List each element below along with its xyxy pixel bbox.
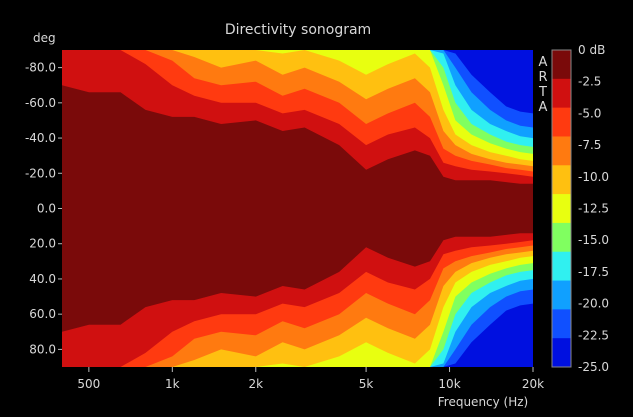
colorbar-label: -12.5 <box>578 202 609 216</box>
colorbar-label: -22.5 <box>578 328 609 342</box>
colorbar-label: -17.5 <box>578 265 609 279</box>
y-tick-label: 20.0 <box>29 237 56 251</box>
y-tick-label: -40.0 <box>25 131 56 145</box>
x-tick-label: 5k <box>359 377 374 391</box>
colorbar-label: -7.5 <box>578 138 601 152</box>
colorbar: 0 dB -2.5 -5.0 -7.5 -10.0 -12.5 -15.0 -17.5 -20.… <box>551 43 609 374</box>
colorbar-swatch <box>552 338 571 368</box>
level-band-top--7.5 <box>62 50 533 172</box>
level-band-bottom--7.5 <box>62 245 533 367</box>
y-tick-labels: -80.0 -60.0 -40.0 -20.0 0.0 20.0 40.0 60.0 80.0 <box>25 61 62 356</box>
colorbar-swatch <box>552 107 571 137</box>
colorbar-swatch <box>552 78 571 109</box>
chart-title: Directivity sonogram <box>225 22 371 38</box>
y-tick-label: -20.0 <box>25 166 56 180</box>
y-tick-label: -80.0 <box>25 61 56 75</box>
watermark-letter: T <box>538 85 547 100</box>
colorbar-swatch <box>552 309 571 339</box>
colorbar-swatch <box>552 50 571 80</box>
colorbar-swatch <box>552 165 571 195</box>
level-band-bottom--25 <box>62 303 533 367</box>
x-tick-label: 10k <box>438 377 460 391</box>
heatmap-plot-area <box>62 50 533 367</box>
y-tick-label: 80.0 <box>29 342 56 356</box>
colorbar-label: -15.0 <box>578 233 609 247</box>
x-tick-label: 20k <box>522 377 544 391</box>
colorbar-label: -25.0 <box>578 360 609 374</box>
x-tick-labels: 500 1k 2k 5k 10k 20k <box>77 367 544 391</box>
colorbar-swatch <box>552 194 571 224</box>
colorbar-label: -5.0 <box>578 106 601 120</box>
watermark-letter: A <box>539 100 548 115</box>
y-tick-label: 0.0 <box>37 202 56 216</box>
colorbar-border <box>551 49 572 368</box>
y-axis-label: deg <box>33 31 56 45</box>
x-tick-label: 2k <box>248 377 263 391</box>
colorbar-swatch <box>552 136 571 166</box>
x-tick-label: 1k <box>165 377 180 391</box>
y-tick-label: -60.0 <box>25 96 56 110</box>
level-band-top--25 <box>62 50 533 114</box>
colorbar-label: 0 dB <box>578 43 605 57</box>
x-axis-label: Frequency (Hz) <box>438 395 529 409</box>
y-tick-label: 40.0 <box>29 272 56 286</box>
colorbar-swatch <box>552 222 571 253</box>
colorbar-swatch <box>552 280 571 310</box>
colorbar-label: -2.5 <box>578 75 601 89</box>
watermark-letter: R <box>538 70 547 85</box>
colorbar-swatch <box>552 251 571 282</box>
colorbar-label: -20.0 <box>578 297 609 311</box>
colorbar-label: -10.0 <box>578 170 609 184</box>
watermark-letter: A <box>539 55 548 70</box>
x-tick-label: 500 <box>77 377 100 391</box>
y-tick-label: 60.0 <box>29 307 56 321</box>
